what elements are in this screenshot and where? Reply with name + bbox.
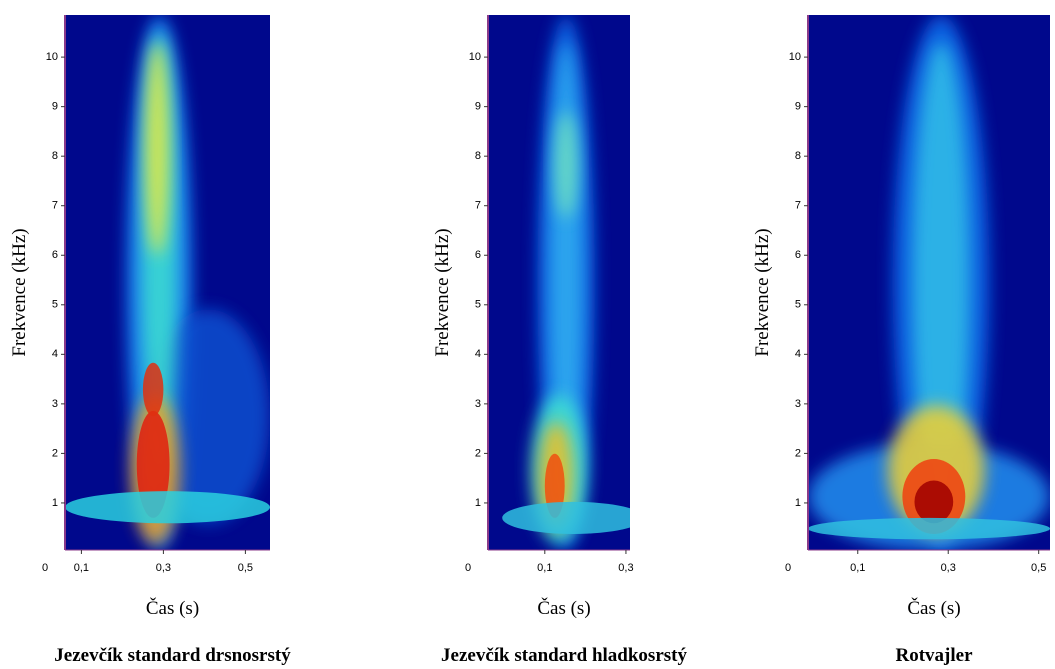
- y-tick-label: 8: [475, 150, 481, 162]
- y-tick-label: 2: [795, 447, 801, 459]
- spectrogram-panel: 1 2 3 4 5 6 7 8 9 10 0,1 0,3 0,5 0 Čas (s) Frekvence (k…: [9, 15, 291, 666]
- y-tick-label: 10: [46, 51, 58, 63]
- y-axis-label: Frekvence (kHz): [432, 228, 453, 356]
- x-tick-label: 0,1: [850, 562, 865, 574]
- x-tick-label: 0,3: [618, 562, 633, 574]
- y-tick-label: 3: [795, 398, 801, 410]
- y-tick-label: 7: [475, 200, 481, 212]
- energy-region: [502, 501, 630, 534]
- x-tick-label: 0,1: [74, 562, 89, 574]
- x-axis-label: Čas (s): [907, 597, 960, 619]
- y-tick-label: 9: [475, 101, 481, 113]
- energy-region: [544, 453, 565, 518]
- y-tick-label: 9: [795, 101, 801, 113]
- y-tick-label: 8: [52, 150, 58, 162]
- x-tick-label: 0,3: [941, 562, 956, 574]
- x-tick-label: 0,5: [238, 562, 253, 574]
- spectrogram-image: [488, 15, 630, 550]
- y-tick-label: 9: [52, 101, 58, 113]
- energy-region: [144, 41, 170, 256]
- y-tick-label: 5: [795, 299, 801, 311]
- spectrogram-image: [808, 15, 1050, 550]
- y-tick-label: 6: [52, 249, 58, 261]
- y-tick-label: 7: [795, 200, 801, 212]
- spectrogram-panel: 1 2 3 4 5 6 7 8 9 10 0,1 0,3 0,5 0 Čas (s) Frekvence (k…: [752, 15, 1050, 666]
- y-tick-label: 4: [795, 348, 801, 360]
- y-tick-label: 7: [52, 200, 58, 212]
- spectrogram-image: [65, 15, 270, 550]
- y-tick-label: 1: [795, 497, 801, 509]
- chart-title: Jezevčík standard hladkosrstý: [441, 645, 687, 666]
- energy-region: [65, 491, 270, 524]
- origin-label: 0: [465, 562, 471, 574]
- y-tick-label: 3: [475, 398, 481, 410]
- y-tick-label: 8: [795, 150, 801, 162]
- spectrogram-panel: 1 2 3 4 5 6 7 8 9 10 0,1 0,3 0 Čas (s) Frekvence (kHz)…: [432, 15, 687, 666]
- y-axis-label: Frekvence (kHz): [9, 228, 30, 356]
- origin-label: 0: [42, 562, 48, 574]
- energy-region: [554, 111, 578, 219]
- energy-region: [914, 480, 954, 524]
- energy-region: [136, 410, 170, 518]
- y-axis-label: Frekvence (kHz): [752, 228, 773, 356]
- chart-title: Jezevčík standard drsnosrstý: [54, 645, 291, 666]
- y-tick-label: 1: [475, 497, 481, 509]
- x-axis-label: Čas (s): [146, 597, 199, 619]
- y-tick-label: 3: [52, 398, 58, 410]
- y-tick-label: 2: [52, 447, 58, 459]
- energy-region: [912, 41, 971, 524]
- x-tick-label: 0,5: [1031, 562, 1046, 574]
- chart-title: Rotvajler: [895, 645, 973, 666]
- y-tick-label: 2: [475, 447, 481, 459]
- x-tick-label: 0,1: [537, 562, 552, 574]
- energy-region: [142, 362, 164, 417]
- y-tick-label: 10: [469, 51, 481, 63]
- x-axis-label: Čas (s): [537, 597, 590, 619]
- y-tick-label: 6: [475, 249, 481, 261]
- y-tick-label: 5: [52, 299, 58, 311]
- y-tick-label: 6: [795, 249, 801, 261]
- x-tick-label: 0,3: [156, 562, 171, 574]
- y-tick-label: 10: [789, 51, 801, 63]
- y-tick-label: 4: [52, 348, 58, 360]
- y-tick-label: 1: [52, 497, 58, 509]
- y-tick-label: 5: [475, 299, 481, 311]
- energy-region: [808, 517, 1050, 540]
- origin-label: 0: [785, 562, 791, 574]
- y-tick-label: 4: [475, 348, 481, 360]
